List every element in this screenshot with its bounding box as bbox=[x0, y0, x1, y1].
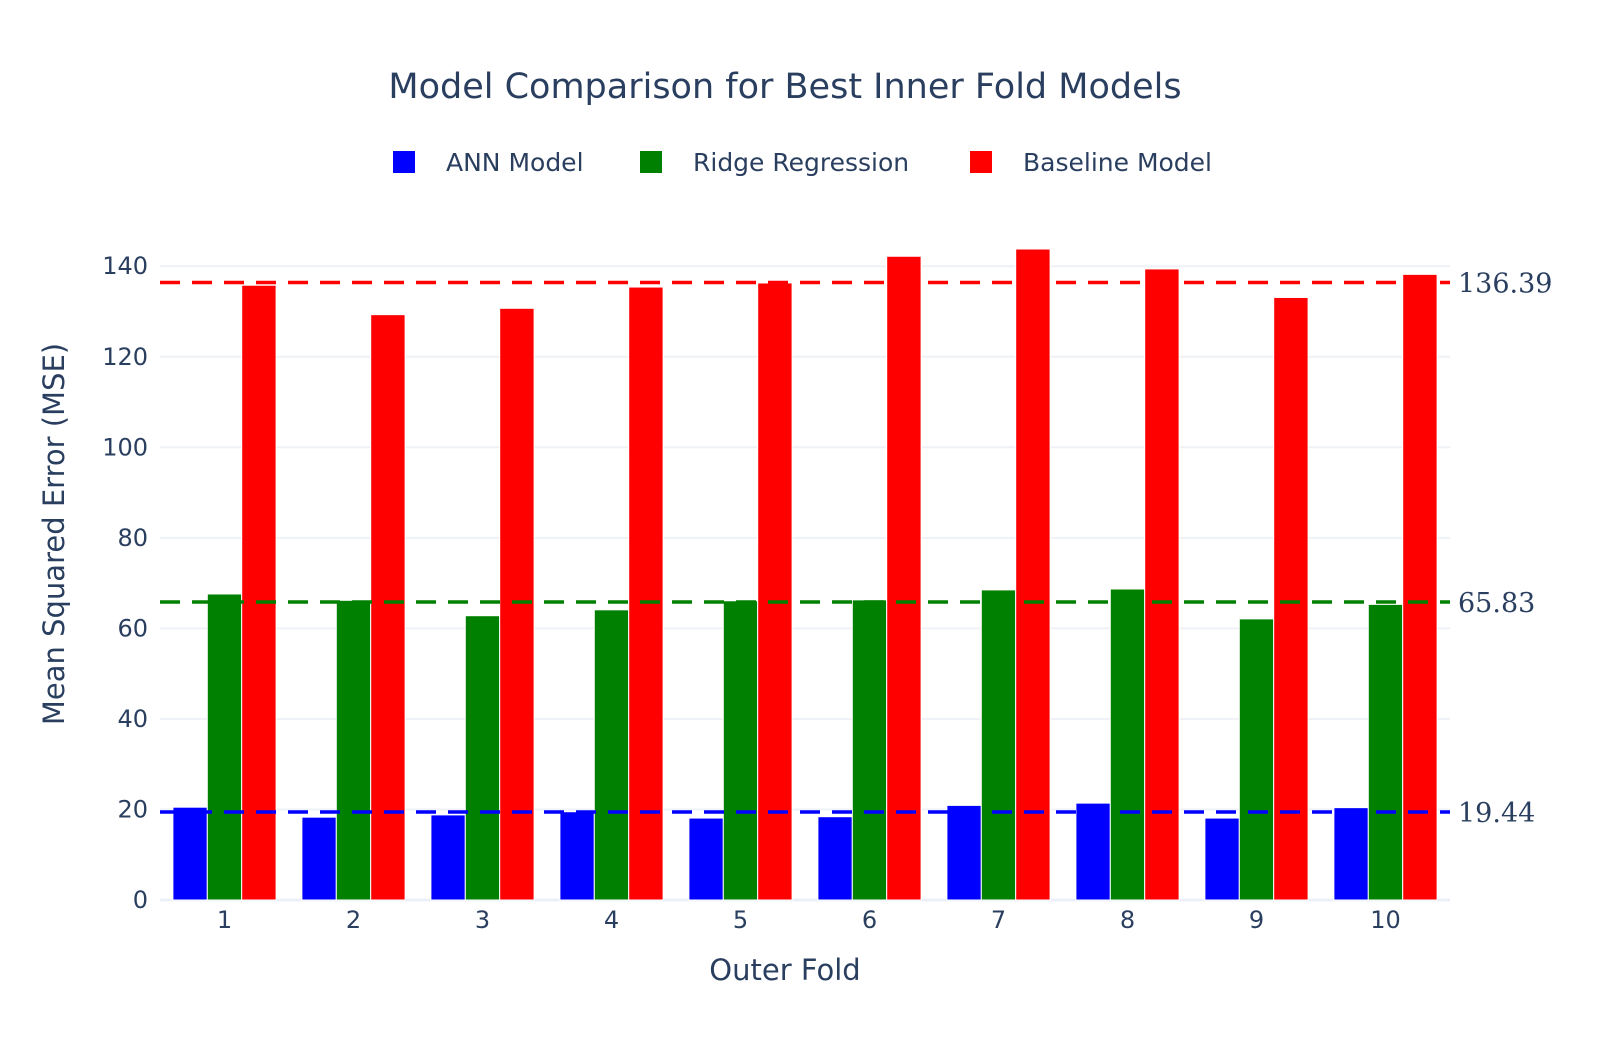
x-axis-title: Outer Fold bbox=[709, 953, 860, 987]
bar bbox=[301, 816, 337, 901]
bar bbox=[1333, 807, 1369, 901]
legend-label: Baseline Model bbox=[1023, 148, 1212, 177]
bar bbox=[851, 599, 888, 901]
bar bbox=[1204, 817, 1240, 901]
bar bbox=[1402, 273, 1438, 901]
bar bbox=[1238, 618, 1275, 901]
bar bbox=[430, 814, 466, 901]
reference-line-label: 19.44 bbox=[1458, 798, 1535, 829]
y-tick-label: 120 bbox=[102, 343, 148, 371]
legend-swatch bbox=[970, 151, 992, 173]
y-tick-label: 20 bbox=[117, 795, 148, 823]
legend: ANN Model Ridge Regression Baseline Model bbox=[393, 148, 1212, 177]
bar bbox=[593, 609, 630, 901]
bar bbox=[946, 804, 982, 901]
bar bbox=[1015, 248, 1051, 901]
y-tick-label: 100 bbox=[102, 433, 148, 461]
x-tick-label: 3 bbox=[475, 906, 490, 934]
x-tick-label: 10 bbox=[1370, 906, 1401, 934]
bars bbox=[172, 248, 1438, 901]
bar bbox=[980, 589, 1017, 901]
y-axis-title: Mean Squared Error (MSE) bbox=[37, 343, 71, 725]
bar bbox=[1273, 296, 1309, 901]
x-tick-label: 2 bbox=[346, 906, 361, 934]
bar bbox=[499, 307, 535, 901]
y-tick-label: 60 bbox=[117, 614, 148, 642]
x-tick-label: 8 bbox=[1120, 906, 1135, 934]
bar bbox=[722, 600, 759, 901]
x-tick-label: 5 bbox=[733, 906, 748, 934]
x-tick-label: 4 bbox=[604, 906, 619, 934]
legend-swatch bbox=[640, 151, 662, 173]
bar bbox=[1075, 802, 1111, 901]
bar bbox=[206, 593, 243, 901]
legend-swatch bbox=[393, 151, 415, 173]
bar bbox=[1367, 603, 1404, 901]
bar bbox=[464, 615, 501, 901]
reference-line-label: 65.83 bbox=[1458, 588, 1535, 619]
bar bbox=[757, 282, 793, 901]
bar bbox=[241, 284, 277, 901]
x-axis-ticks: 1 2 3 4 5 6 7 8 9 10 bbox=[217, 906, 1401, 934]
x-tick-label: 1 bbox=[217, 906, 232, 934]
bar bbox=[886, 255, 922, 901]
legend-label: ANN Model bbox=[446, 148, 584, 177]
y-tick-label: 40 bbox=[117, 705, 148, 733]
bar bbox=[1144, 268, 1180, 901]
reference-lines: 136.39 65.83 19.44 bbox=[160, 269, 1552, 829]
y-axis-ticks: 0 20 40 60 80 100 120 140 bbox=[102, 252, 148, 914]
y-tick-label: 0 bbox=[133, 886, 148, 914]
bar bbox=[335, 599, 372, 901]
legend-label: Ridge Regression bbox=[693, 148, 909, 177]
bar bbox=[688, 817, 724, 901]
x-tick-label: 7 bbox=[991, 906, 1006, 934]
x-tick-label: 6 bbox=[862, 906, 877, 934]
bar bbox=[559, 811, 595, 901]
bar bbox=[1109, 588, 1146, 901]
chart-title: Model Comparison for Best Inner Fold Mod… bbox=[388, 67, 1181, 107]
bar bbox=[817, 816, 853, 901]
bar bbox=[628, 286, 664, 901]
reference-line-label: 136.39 bbox=[1458, 269, 1552, 300]
y-tick-label: 140 bbox=[102, 252, 148, 280]
x-tick-label: 9 bbox=[1249, 906, 1264, 934]
bar bbox=[370, 314, 406, 901]
bar bbox=[172, 806, 208, 901]
y-tick-label: 80 bbox=[117, 524, 148, 552]
